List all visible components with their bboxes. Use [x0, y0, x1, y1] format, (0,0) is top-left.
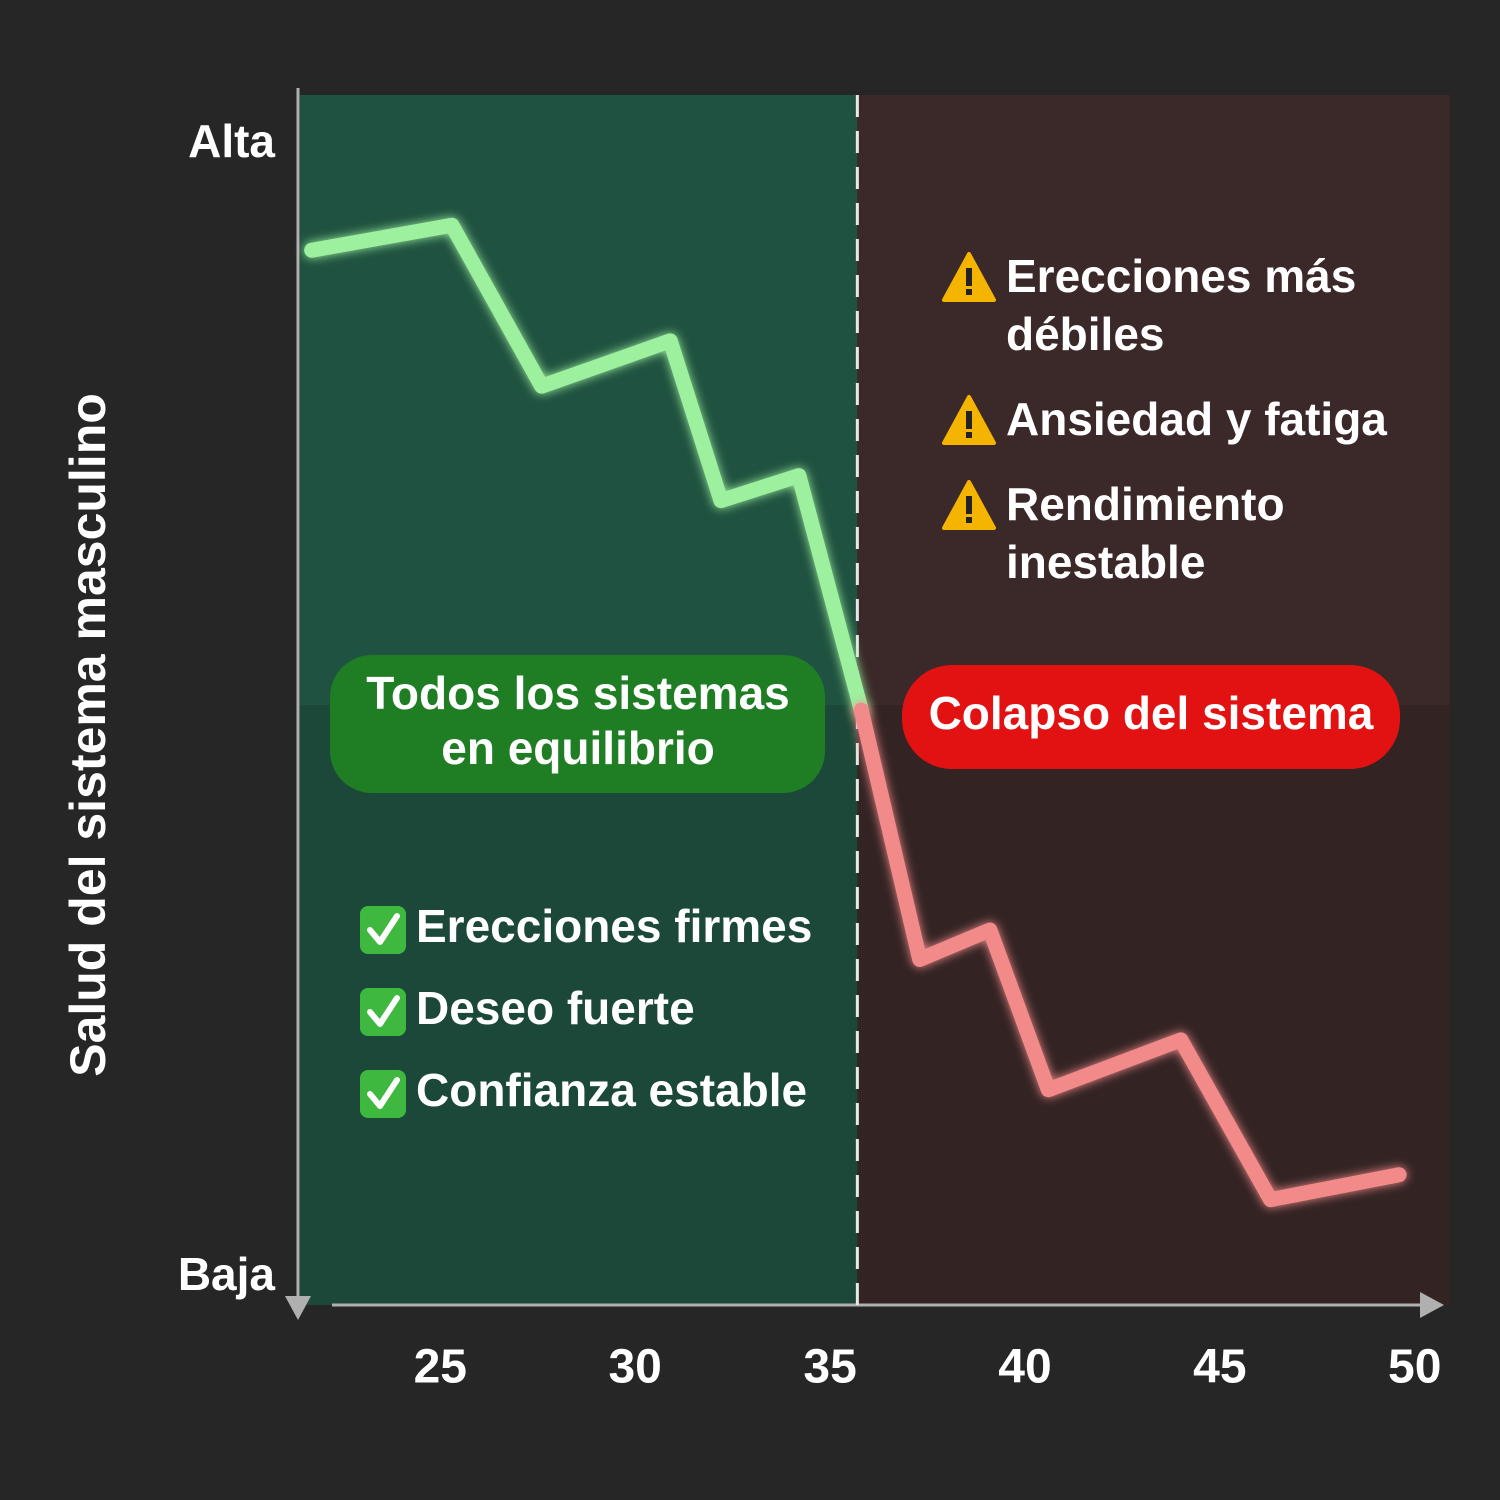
check-mark [367, 995, 400, 1027]
badge-text: Colapso del sistema [929, 687, 1374, 739]
x-tick-label: 30 [608, 1341, 661, 1394]
check-icon [360, 1070, 406, 1118]
zone-shade [300, 705, 1450, 1305]
x-tick-label: 35 [803, 1341, 856, 1394]
y-axis-arrow [285, 1296, 311, 1320]
x-tick-label: 45 [1193, 1341, 1246, 1394]
warning-dot [966, 432, 972, 438]
list-item: Erecciones firmes [416, 900, 812, 952]
list-item: Ansiedad y fatiga [1006, 393, 1387, 445]
x-axis-arrow [1420, 1292, 1444, 1318]
x-tick-label: 25 [414, 1341, 467, 1394]
y-axis-title: Salud del sistema masculino [60, 393, 116, 1077]
check-icon [360, 906, 406, 954]
x-tick-label: 40 [998, 1341, 1051, 1394]
series-line [853, 702, 1407, 1208]
green-badge [330, 655, 825, 793]
warning-mark [966, 268, 972, 286]
badge-text: Todos los sistemas [366, 667, 790, 719]
warning-mark [966, 496, 972, 514]
check-mark [367, 1077, 400, 1109]
warning-mark [966, 411, 972, 429]
red-badge [902, 665, 1400, 769]
list-item: Confianza estable [416, 1064, 807, 1116]
series-line [304, 217, 869, 718]
list-item: inestable [1006, 536, 1205, 588]
list-item: Deseo fuerte [416, 982, 695, 1034]
y-tick-label: Alta [188, 115, 275, 167]
warning-dot [966, 517, 972, 523]
list-item: Rendimiento [1006, 478, 1285, 530]
check-icon [360, 988, 406, 1036]
check-mark [367, 913, 400, 945]
warning-dot [966, 289, 972, 295]
list-item: débiles [1006, 308, 1165, 360]
list-item: Erecciones más [1006, 250, 1356, 302]
x-tick-label: 50 [1388, 1341, 1441, 1394]
y-tick-label: Baja [178, 1248, 276, 1300]
badge-text: en equilibrio [441, 722, 714, 774]
